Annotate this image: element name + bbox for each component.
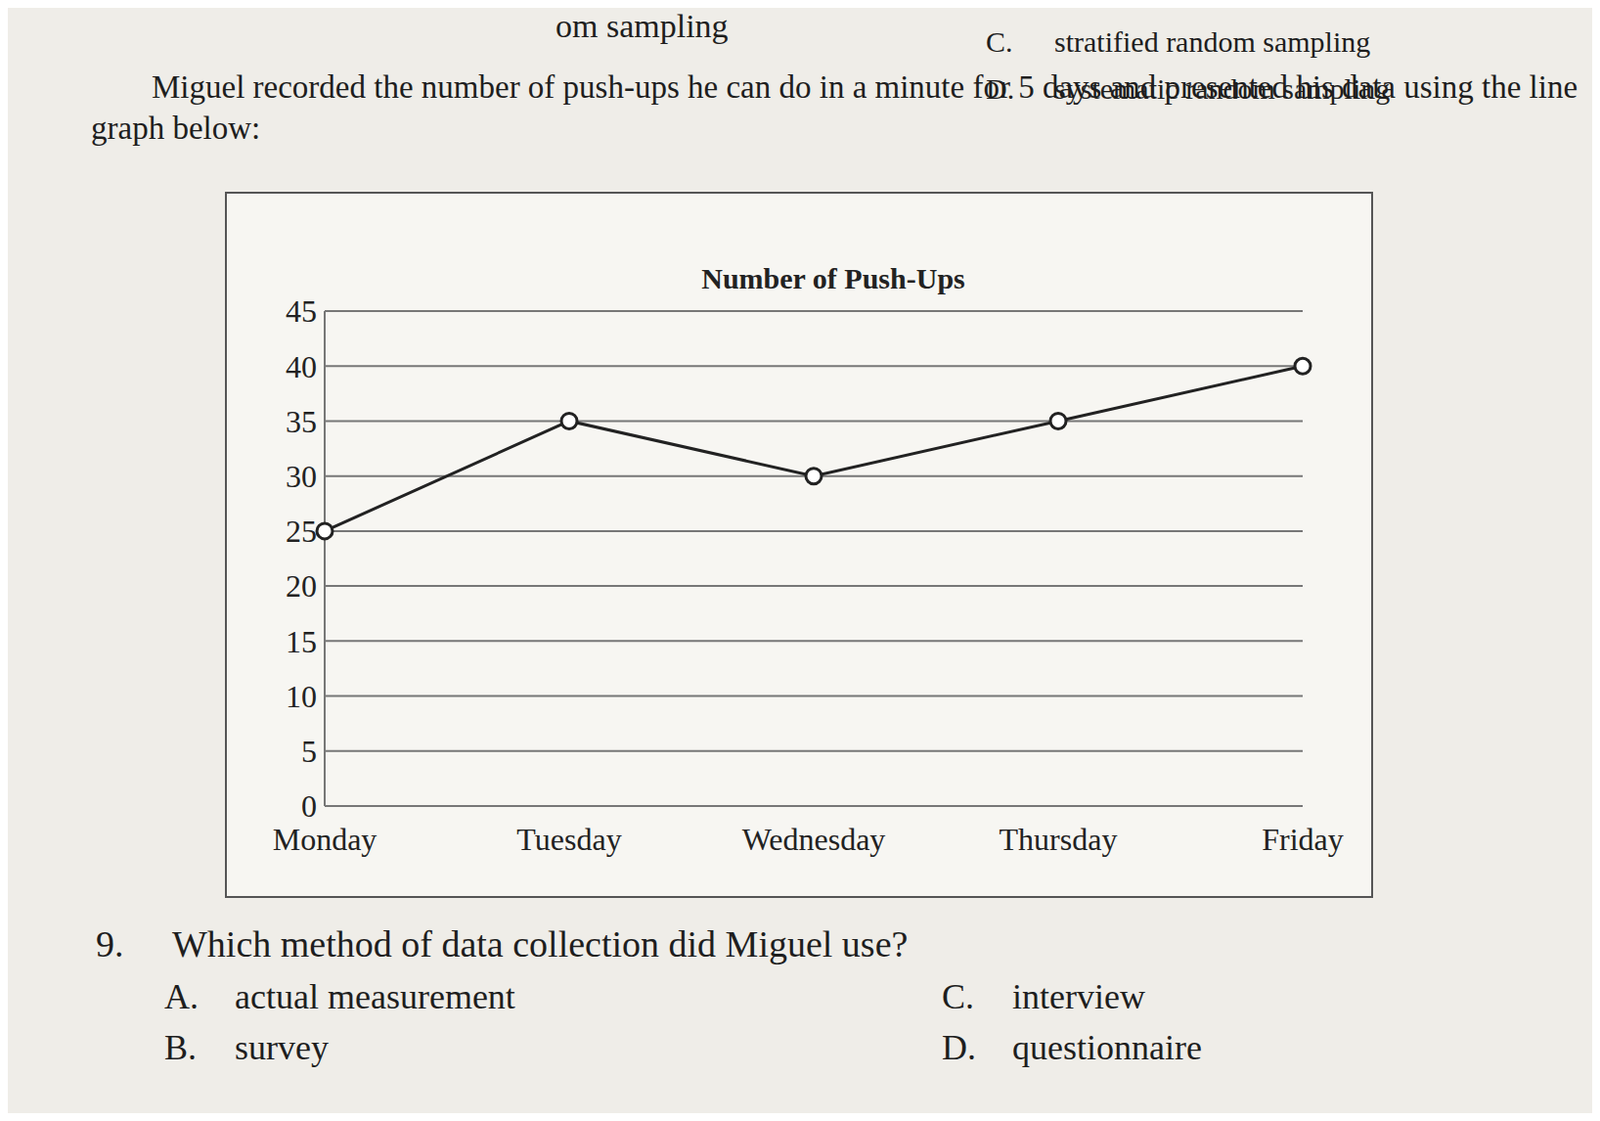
html-text:D.: D. (941, 1027, 977, 1067)
svg-text:Friday: Friday (1261, 821, 1344, 857)
svg-text:Thursday: Thursday (999, 821, 1118, 857)
svg-text:25: 25 (285, 513, 317, 549)
svg-text:15: 15 (285, 623, 317, 660)
html-text:interview: interview (1012, 977, 1146, 1017)
html-text:C.: C. (941, 977, 975, 1017)
svg-text:20: 20 (285, 568, 317, 604)
html-text:Which method of data collectio: Which method of data collection did Migu… (172, 923, 908, 965)
svg-text:Monday: Monday (272, 821, 378, 857)
svg-text:Tuesday: Tuesday (516, 821, 622, 857)
html-text:survey: survey (234, 1027, 329, 1067)
html-text:Miguel recorded the number of: Miguel recorded the number of push-ups h… (90, 69, 1578, 146)
svg-text:Wednesday: Wednesday (742, 821, 887, 857)
html-text:B.: B. (164, 1027, 197, 1067)
html-text:C.: C. (985, 25, 1013, 58)
html-text:9.: 9. (95, 923, 124, 965)
html-text:stratified random sampling: stratified random sampling (1054, 25, 1371, 58)
svg-text:5: 5 (301, 733, 317, 769)
html-text:om sampling: om sampling (555, 7, 729, 45)
svg-text:35: 35 (285, 403, 317, 440)
html-text:systematic random sampling: systematic random sampling (1054, 72, 1391, 105)
html-text:actual measurement: actual measurement (234, 977, 516, 1017)
svg-text:30: 30 (285, 458, 317, 494)
svg-text:40: 40 (285, 349, 317, 385)
svg-text:0: 0 (301, 788, 317, 824)
html-text:Number of Push-Ups: Number of Push-Ups (701, 262, 966, 295)
svg-text:10: 10 (285, 678, 317, 714)
svg-text:45: 45 (285, 293, 317, 329)
html-text:questionnaire: questionnaire (1012, 1027, 1202, 1067)
html-text:A.: A. (164, 977, 199, 1017)
html-text:D.: D. (985, 72, 1015, 105)
